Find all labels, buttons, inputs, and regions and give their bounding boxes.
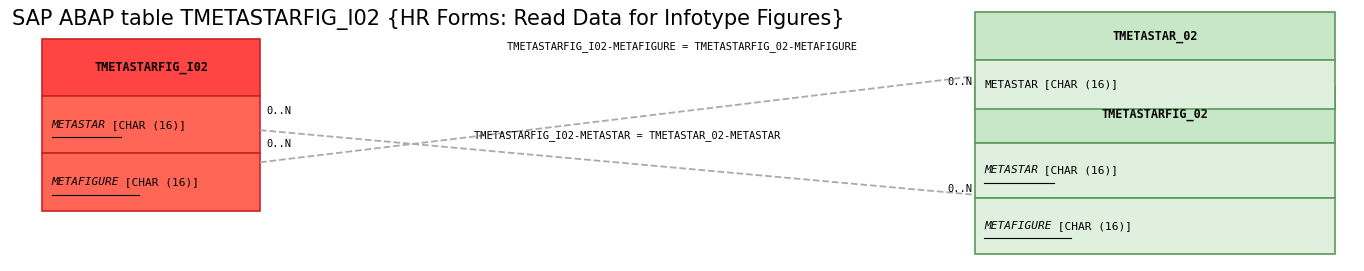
Text: TMETASTARFIG_I02-METASTAR = TMETASTAR_02-METASTAR: TMETASTARFIG_I02-METASTAR = TMETASTAR_02… bbox=[475, 130, 780, 141]
FancyBboxPatch shape bbox=[42, 153, 261, 211]
Text: 0..N: 0..N bbox=[267, 138, 292, 149]
Text: TMETASTARFIG_I02: TMETASTARFIG_I02 bbox=[94, 61, 209, 74]
Text: [CHAR (16)]: [CHAR (16)] bbox=[1038, 165, 1118, 175]
Text: [CHAR (16)]: [CHAR (16)] bbox=[1038, 79, 1118, 89]
Text: METASTAR: METASTAR bbox=[985, 79, 1038, 89]
FancyBboxPatch shape bbox=[975, 198, 1335, 253]
Text: METAFIGURE: METAFIGURE bbox=[52, 177, 119, 187]
Text: TMETASTAR_02: TMETASTAR_02 bbox=[1112, 30, 1198, 43]
Text: SAP ABAP table TMETASTARFIG_I02 {HR Forms: Read Data for Infotype Figures}: SAP ABAP table TMETASTARFIG_I02 {HR Form… bbox=[12, 9, 844, 30]
Text: METASTAR: METASTAR bbox=[52, 120, 106, 130]
Text: TMETASTARFIG_I02-METAFIGURE = TMETASTARFIG_02-METAFIGURE: TMETASTARFIG_I02-METAFIGURE = TMETASTARF… bbox=[507, 41, 857, 53]
FancyBboxPatch shape bbox=[975, 12, 1335, 60]
Text: METAFIGURE: METAFIGURE bbox=[985, 221, 1052, 231]
Text: 0..N: 0..N bbox=[267, 106, 292, 116]
Text: TMETASTARFIG_02: TMETASTARFIG_02 bbox=[1102, 108, 1209, 121]
FancyBboxPatch shape bbox=[975, 87, 1335, 143]
Text: 0..N: 0..N bbox=[948, 77, 973, 87]
Text: [CHAR (16)]: [CHAR (16)] bbox=[1050, 221, 1132, 231]
FancyBboxPatch shape bbox=[42, 39, 261, 96]
FancyBboxPatch shape bbox=[42, 96, 261, 153]
FancyBboxPatch shape bbox=[975, 143, 1335, 198]
FancyBboxPatch shape bbox=[975, 60, 1335, 109]
Text: METASTAR: METASTAR bbox=[985, 165, 1038, 175]
Text: [CHAR (16)]: [CHAR (16)] bbox=[119, 177, 199, 187]
Text: 0..N: 0..N bbox=[948, 184, 973, 194]
Text: [CHAR (16)]: [CHAR (16)] bbox=[105, 120, 186, 130]
